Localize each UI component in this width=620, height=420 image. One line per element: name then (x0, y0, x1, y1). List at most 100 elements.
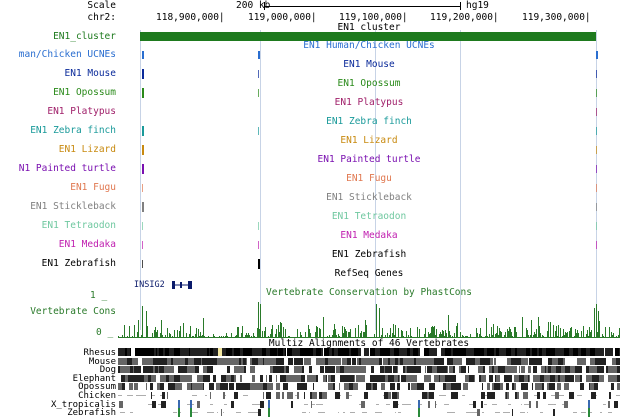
element-mark[interactable] (142, 51, 144, 59)
cons-bar (485, 336, 486, 338)
element-mark[interactable] (258, 70, 259, 78)
cons-bar (228, 337, 229, 338)
cons-bar (314, 337, 315, 338)
track-label[interactable]: EN1 Mouse (64, 68, 116, 79)
cons-bar (480, 328, 481, 338)
element-mark[interactable] (142, 241, 143, 249)
cons-bar (517, 337, 518, 338)
element-mark[interactable] (258, 259, 260, 269)
element-mark[interactable] (142, 126, 144, 136)
cons-bar (272, 325, 273, 338)
element-mark[interactable] (142, 184, 143, 192)
species-label[interactable]: Rhesus (83, 348, 116, 358)
element-mark[interactable] (596, 184, 597, 192)
element-mark[interactable] (596, 165, 597, 173)
cons-bar (595, 337, 596, 338)
alignment-row[interactable] (118, 382, 620, 391)
element-mark[interactable] (596, 89, 597, 97)
cons-bar (505, 332, 506, 338)
track-label[interactable]: EN1 Opossum (53, 87, 116, 98)
alignment-row[interactable] (118, 408, 620, 418)
element-mark[interactable] (142, 260, 143, 268)
cons-bar (393, 324, 394, 338)
cons-bar (405, 337, 406, 338)
track-label[interactable]: man/Chicken UCNEs (18, 49, 116, 60)
element-mark[interactable] (142, 164, 144, 174)
cluster-bar[interactable] (140, 32, 596, 41)
cons-track-label[interactable]: Vertebrate Cons (30, 306, 116, 317)
cons-bar (510, 329, 511, 338)
alignment-row[interactable] (118, 348, 620, 357)
cons-bar (508, 331, 509, 338)
element-mark[interactable] (258, 89, 259, 97)
species-label[interactable]: Chicken (78, 391, 116, 401)
element-mark[interactable] (142, 69, 144, 79)
cons-bar (562, 336, 563, 338)
track-label[interactable]: EN1 Zebra finch (30, 125, 116, 136)
cons-bar (523, 337, 524, 338)
element-mark[interactable] (258, 222, 259, 230)
species-label[interactable]: Elephant (72, 373, 116, 384)
element-mark[interactable] (258, 241, 259, 249)
element-mark[interactable] (142, 202, 144, 212)
element-mark[interactable] (596, 51, 598, 59)
alignment-row[interactable] (118, 399, 620, 409)
track-label[interactable]: EN1 Medaka (58, 239, 116, 250)
cons-bar (222, 337, 223, 338)
cons-bar (338, 334, 339, 338)
cons-bar (258, 302, 259, 338)
cons-bar (357, 337, 358, 338)
cons-bar (567, 332, 568, 338)
cons-bar (355, 328, 356, 338)
element-mark[interactable] (596, 241, 597, 249)
alignment-row[interactable] (118, 391, 620, 400)
cons-bar (437, 337, 438, 338)
species-label[interactable]: Opossum (78, 382, 116, 393)
cons-bar (317, 327, 318, 338)
cons-bar (586, 334, 587, 338)
element-mark[interactable] (596, 108, 597, 116)
alignment-row[interactable] (118, 365, 620, 374)
species-label[interactable]: Zebrafish (67, 408, 116, 419)
ruler-position: 118,900,000| (156, 12, 225, 23)
cons-bar (600, 337, 601, 338)
cluster-label[interactable]: EN1_cluster (53, 31, 116, 42)
gene-model[interactable] (170, 279, 194, 291)
gene-label[interactable]: INSIG2 (134, 280, 165, 290)
species-label[interactable]: Dog (99, 365, 116, 376)
element-mark[interactable] (596, 222, 597, 230)
element-mark[interactable] (142, 145, 144, 155)
track-label[interactable]: EN1 Tetraodon (41, 220, 116, 231)
species-label[interactable]: Mouse (88, 356, 116, 367)
cons-bar (290, 337, 291, 338)
element-mark[interactable] (596, 70, 597, 78)
element-mark[interactable] (596, 203, 597, 211)
cons-bar (274, 337, 275, 338)
element-mark[interactable] (142, 222, 143, 230)
track-label[interactable]: EN1 Fugu (70, 182, 116, 193)
cons-bar (573, 337, 574, 338)
cons-bar (449, 331, 450, 338)
cons-bar (251, 336, 252, 338)
cons-bar (431, 327, 432, 338)
conservation-plot[interactable] (118, 296, 620, 340)
alignment-row[interactable] (118, 374, 620, 383)
track-label[interactable]: EN1 Stickleback (30, 201, 116, 212)
cons-bar (441, 334, 442, 338)
cons-bar (408, 335, 409, 338)
species-label[interactable]: X_tropicalis (50, 399, 116, 410)
track-label[interactable]: EN1 Zebrafish (41, 258, 116, 269)
cons-bar (323, 317, 324, 338)
cons-bar (569, 331, 570, 338)
element-mark[interactable] (258, 127, 259, 135)
alignment-row[interactable] (118, 357, 620, 366)
element-mark[interactable] (142, 88, 144, 98)
element-mark[interactable] (596, 127, 597, 135)
track-label[interactable]: EN1 Platypus (47, 106, 116, 117)
track-label[interactable]: N1 Painted turtle (18, 163, 116, 174)
element-mark[interactable] (258, 51, 260, 59)
track-label[interactable]: EN1 Lizard (58, 144, 116, 155)
cons-bar (134, 325, 135, 338)
element-mark[interactable] (596, 146, 597, 154)
